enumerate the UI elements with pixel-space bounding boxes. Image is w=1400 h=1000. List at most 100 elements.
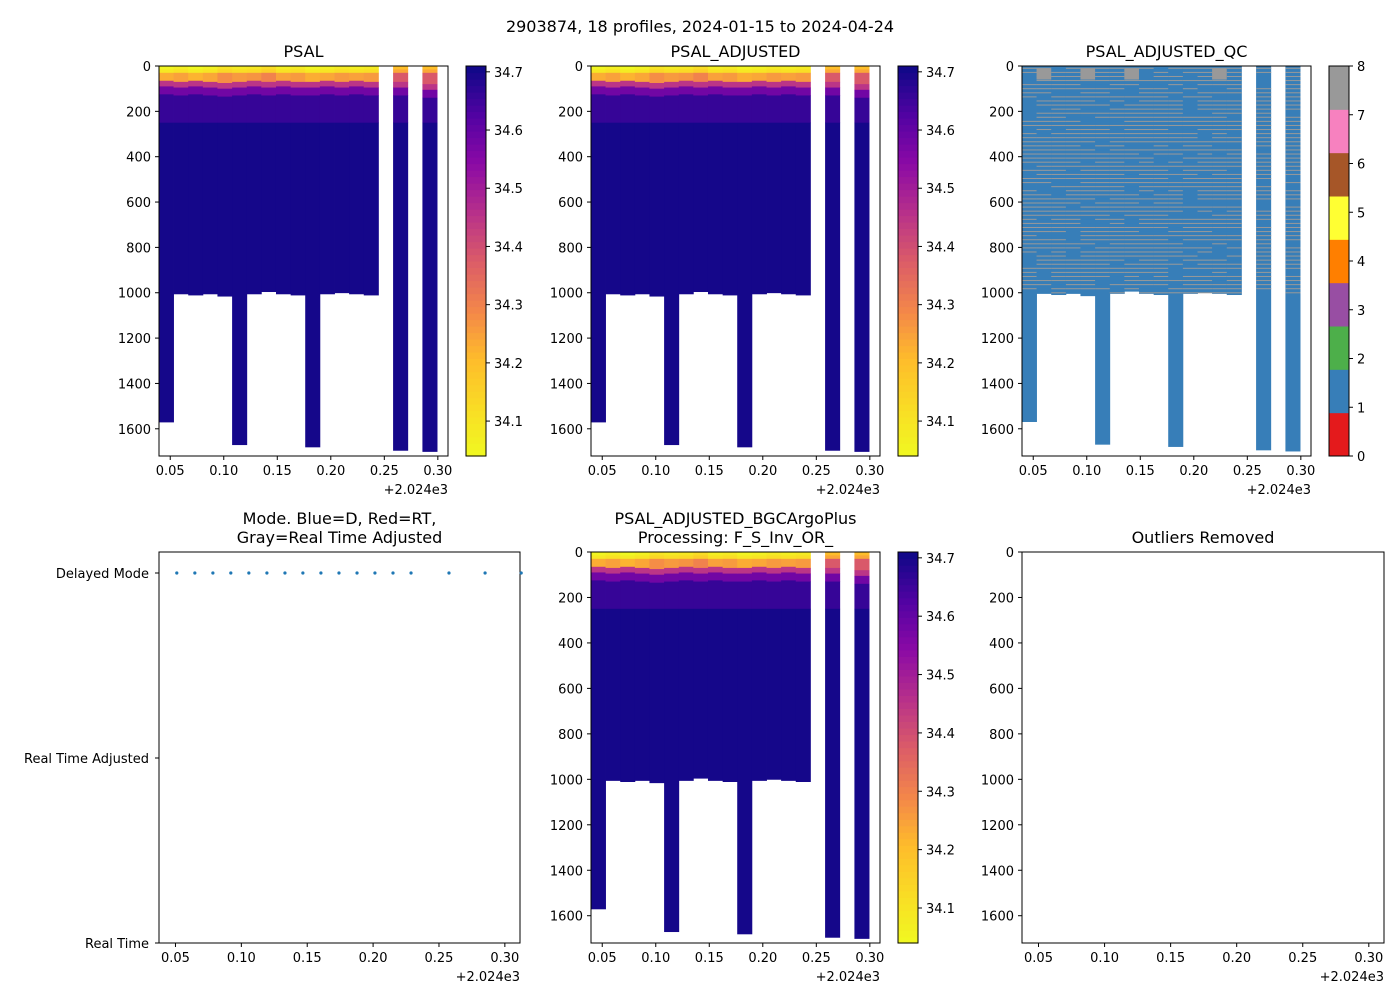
psal_qc-flag-line [1226, 214, 1242, 216]
psal-cell [188, 122, 204, 296]
psal_qc-flag-line [1036, 284, 1052, 286]
psal-colorbar-segment [466, 124, 486, 132]
psal_qc-flag-line [1138, 178, 1155, 180]
psal-cell [290, 95, 306, 124]
psal-colorbar-segment [466, 332, 486, 340]
psal_qc-flag-line [1153, 218, 1169, 220]
psal_qc-flag-line [1197, 71, 1213, 73]
psal_qc-flag-line [1138, 239, 1155, 241]
psal_bgc-colorbar-segment [898, 851, 918, 859]
psal_qc-flag-line [1036, 124, 1052, 126]
psal_adj-cell [693, 95, 709, 124]
psal_bgc-cell [795, 558, 811, 569]
outliers-frame [1021, 551, 1385, 944]
psal_qc-flag-line [1051, 222, 1067, 224]
psal_qc-flag-line [1109, 137, 1125, 139]
psal_adj-frame [590, 65, 881, 457]
psal_qc-flag-line [1080, 96, 1096, 98]
psal_qc-flag-line [1124, 120, 1140, 122]
psal_qc-xtick-label: 0.15 [1126, 464, 1155, 479]
psal_qc-flag-line [1080, 149, 1096, 151]
psal_adj-xtick-label: 0.10 [641, 464, 670, 479]
psal_qc-flag-line [1153, 210, 1169, 212]
mode-point [519, 571, 523, 575]
psal_bgc-cell [781, 608, 797, 781]
psal_qc-colorbar-label: 6 [1357, 158, 1365, 173]
psal_qc-flag-line [1051, 161, 1067, 163]
psal_bgc-cell [795, 567, 811, 574]
psal_qc-flag-line [1065, 194, 1081, 196]
psal_qc-flag-line [1036, 149, 1052, 151]
psal_qc-flag-line [1138, 182, 1155, 184]
psal_qc-flag-line [1036, 247, 1052, 249]
psal-cell [393, 81, 409, 88]
psal_adj-cell [825, 72, 841, 83]
psal_qc-flag-line [1022, 202, 1037, 204]
psal-cell [363, 72, 379, 83]
psal_adj-colorbar-segment [898, 183, 918, 191]
psal_qc-flag-line [1212, 226, 1228, 228]
psal_qc-flag-line [1124, 206, 1140, 208]
psal_qc-flag-line [1065, 210, 1081, 212]
psal_qc-flag-line [1153, 100, 1169, 102]
psal_qc-flag-line [1080, 165, 1096, 167]
psal_bgc-colorbar-segment [898, 695, 918, 703]
psal_adj-cell [664, 87, 680, 96]
psal_qc-flag-line [1109, 124, 1125, 126]
psal_qc-flag-line [1212, 108, 1228, 110]
psal_qc-flag-line [1051, 206, 1067, 208]
psal_qc-flag-line [1182, 120, 1198, 122]
psal_qc-flag-line [1036, 137, 1052, 139]
psal_qc-flag-line [1197, 288, 1213, 290]
psal_adj-cell [664, 72, 680, 83]
psal_qc-flag-line [1212, 133, 1228, 135]
psal_qc-flag-line [1109, 161, 1125, 163]
psal_qc-flag-line [1182, 239, 1198, 241]
psal_adj-colorbar-segment [898, 137, 918, 145]
psal_qc-flag-line [1153, 120, 1169, 122]
psal_qc-flag-line [1285, 137, 1301, 139]
psal_adj-cell [795, 81, 811, 88]
psal-colorbar-segment [466, 202, 486, 210]
psal_qc-flag-line [1153, 169, 1169, 171]
psal_adj-colorbar-label: 34.5 [926, 182, 955, 197]
psal_qc-flag-line [1197, 292, 1213, 294]
outliers-xtick-label: 0.15 [1156, 951, 1185, 966]
psal_qc-flag-line [1256, 186, 1272, 188]
psal_bgc-colorbar-segment [898, 571, 918, 579]
psal_qc-flag-line [1138, 280, 1155, 282]
psal_qc-flag-line [1095, 104, 1111, 106]
psal_qc-flag-line [1095, 88, 1111, 90]
psal_adj-ytick-label: 1200 [550, 332, 583, 347]
psal_qc-flag-line [1065, 129, 1081, 131]
psal_adj-colorbar-segment [898, 365, 918, 373]
psal_qc-flag-line [1138, 190, 1155, 192]
psal_bgc-cell [795, 608, 811, 782]
psal_adj-cell [737, 87, 753, 96]
psal-colorbar-segment [466, 85, 486, 93]
psal_qc-flag-line [1285, 247, 1301, 249]
psal-cell [188, 94, 204, 124]
psal_qc-flag-line [1226, 112, 1242, 114]
psal_qc-flag-line [1168, 165, 1184, 167]
psal_adj-cell [620, 86, 636, 95]
psal-cell [232, 66, 248, 70]
psal_bgc-xtick-label: 0.05 [588, 951, 617, 966]
psal_qc-flag-line [1109, 284, 1125, 286]
psal_adj-colorbar-segment [898, 332, 918, 340]
psal_qc-flag-line [1051, 198, 1067, 200]
psal_qc-colorbar-label: 0 [1357, 450, 1365, 465]
psal-cell [334, 81, 350, 88]
psal_qc-flag-line [1036, 153, 1052, 155]
psal_qc-flag-line [1285, 226, 1301, 228]
psal_bgc-colorbar-segment [898, 884, 918, 892]
psal_qc-flag-line [1197, 280, 1213, 282]
psal_qc-flag-line [1109, 71, 1125, 73]
psal_qc-flag-line [1226, 149, 1242, 151]
psal_adj-title: PSAL_ADJUSTED [670, 42, 800, 62]
psal_qc-flag-line [1051, 186, 1067, 188]
psal-colorbar-segment [466, 326, 486, 334]
psal_qc-flag-line [1124, 247, 1140, 249]
psal_qc-flag-line [1080, 259, 1096, 261]
